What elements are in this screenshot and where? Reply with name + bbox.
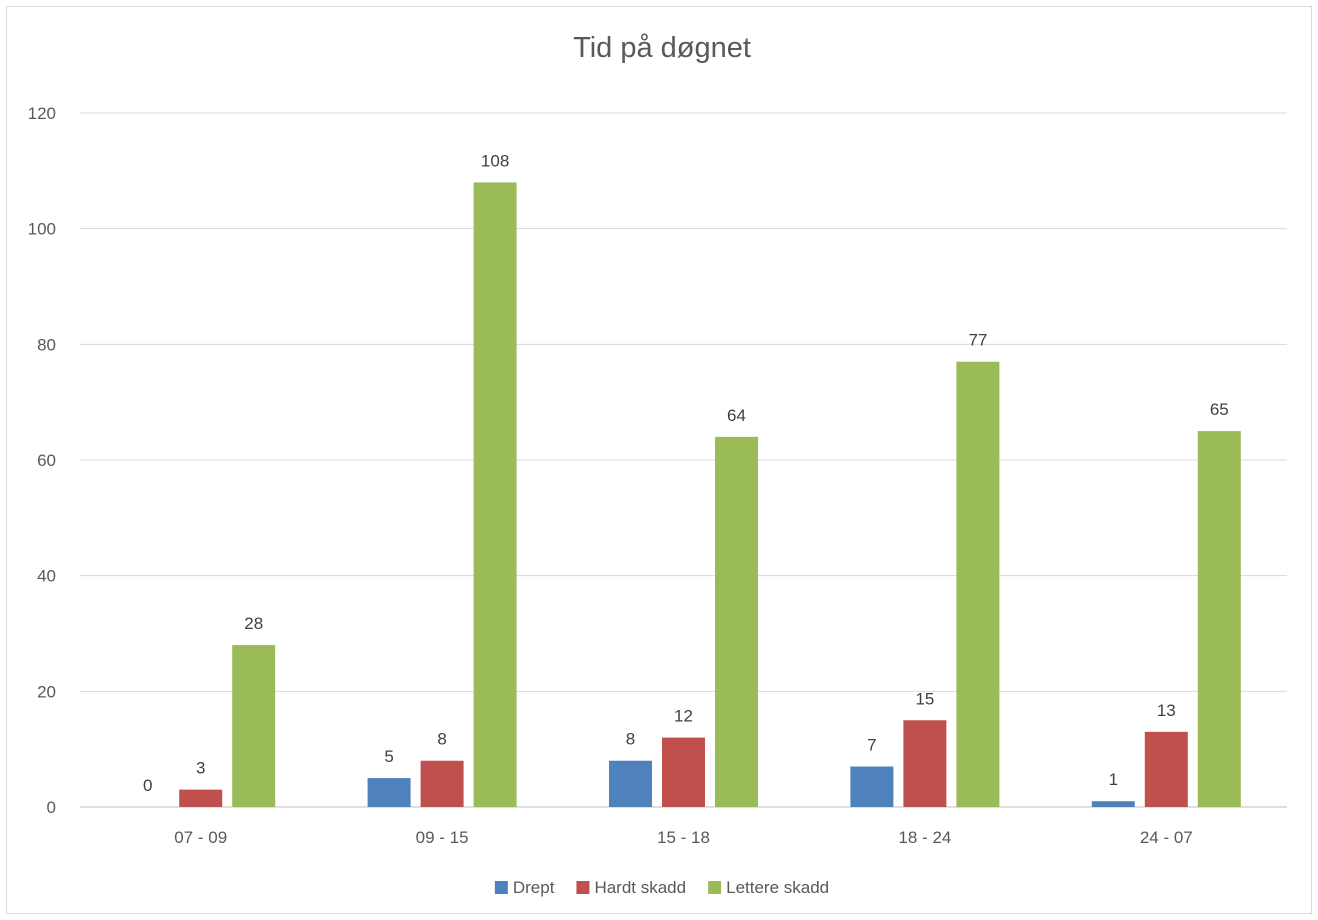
data-label: 3 <box>196 759 205 778</box>
data-label: 12 <box>674 707 693 726</box>
data-label: 65 <box>1210 400 1229 419</box>
x-tick-label: 18 - 24 <box>898 828 951 847</box>
data-label: 64 <box>727 406 746 425</box>
bar <box>715 436 758 807</box>
legend-swatch <box>576 881 590 894</box>
y-tick-label: 0 <box>47 798 56 817</box>
bar <box>662 737 705 807</box>
bar <box>420 760 464 807</box>
data-label: 7 <box>867 736 876 755</box>
data-label: 1 <box>1109 770 1118 789</box>
legend-label: Drept <box>513 878 555 897</box>
bar <box>179 789 223 807</box>
bars <box>179 182 1241 807</box>
data-label: 28 <box>244 614 263 633</box>
bar <box>850 766 894 807</box>
data-label: 8 <box>626 730 635 749</box>
data-label: 0 <box>143 776 152 795</box>
y-axis: 0 20 40 60 80 100 120 <box>28 104 56 817</box>
x-tick-label: 07 - 09 <box>174 828 227 847</box>
legend: Drept Hardt skadd Lettere skadd <box>494 878 829 897</box>
y-tick-label: 40 <box>37 567 56 586</box>
data-label: 5 <box>384 747 393 766</box>
legend-swatch <box>708 881 722 894</box>
data-label: 108 <box>481 151 509 170</box>
bar <box>367 778 411 807</box>
bar <box>1197 431 1241 807</box>
data-label: 8 <box>437 730 446 749</box>
bar <box>609 760 652 807</box>
data-label: 77 <box>968 331 987 350</box>
legend-label: Hardt skadd <box>594 878 686 897</box>
y-tick-label: 80 <box>37 335 56 354</box>
bar <box>1091 801 1135 807</box>
legend-swatch <box>494 881 508 894</box>
y-tick-label: 100 <box>28 220 56 239</box>
x-tick-label: 15 - 18 <box>657 828 710 847</box>
x-axis: 07 - 09 09 - 15 15 - 18 18 - 24 24 - 07 <box>174 828 1193 847</box>
bar <box>232 645 276 807</box>
bar <box>956 361 1000 807</box>
y-tick-label: 20 <box>37 682 56 701</box>
legend-label: Lettere skadd <box>726 878 829 897</box>
data-label: 15 <box>915 689 934 708</box>
data-label: 13 <box>1157 701 1176 720</box>
y-tick-label: 120 <box>28 104 56 123</box>
bar <box>1144 731 1188 807</box>
gridlines <box>80 112 1287 808</box>
data-labels: 0 3 28 5 8 108 8 12 64 7 15 77 1 13 65 <box>143 151 1229 795</box>
x-tick-label: 24 - 07 <box>1140 828 1193 847</box>
bar <box>473 182 517 807</box>
bar <box>903 720 947 807</box>
x-tick-label: 09 - 15 <box>416 828 469 847</box>
y-tick-label: 60 <box>37 451 56 470</box>
chart-title: Tid på døgnet <box>573 32 751 64</box>
